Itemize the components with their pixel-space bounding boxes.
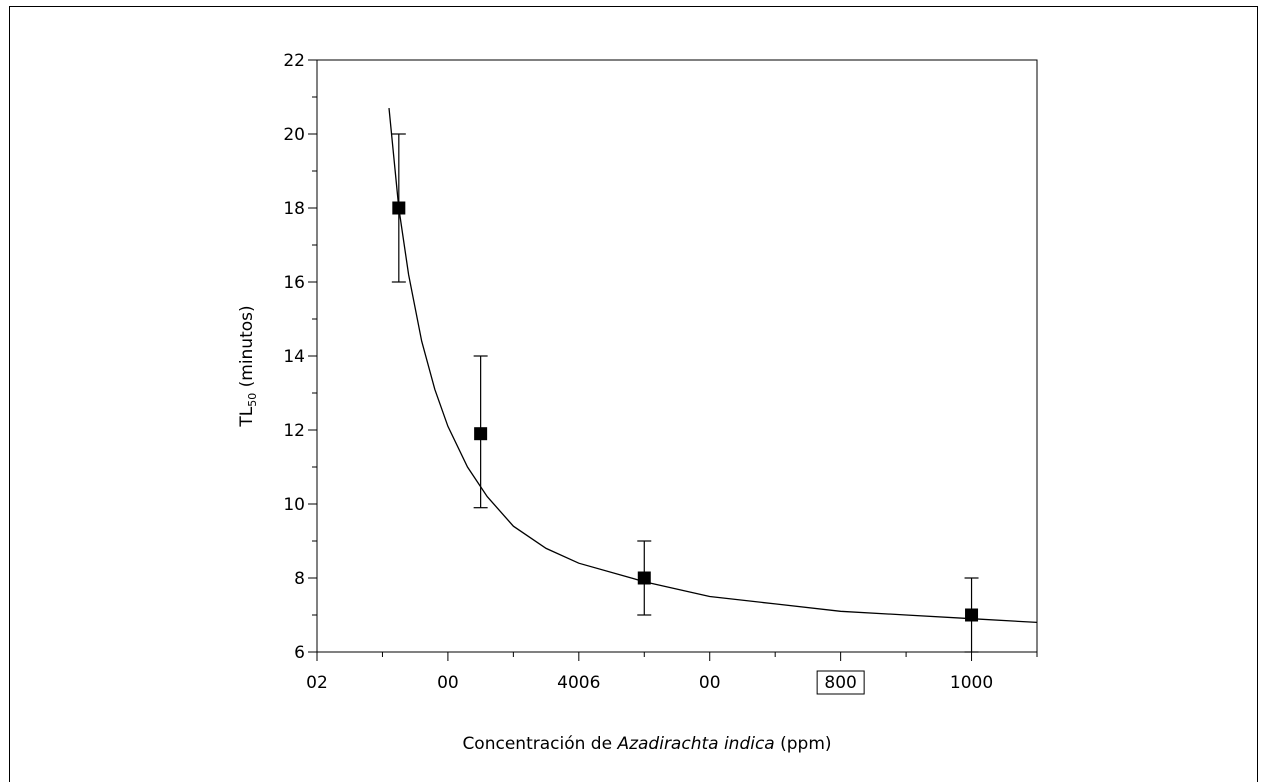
x-tick-label: 00 [437, 673, 459, 693]
fit-curve [388, 108, 1038, 624]
plot-frame [316, 59, 1038, 653]
x-tick-label-box [816, 670, 865, 695]
data-point [965, 608, 979, 622]
x-axis-title-units: (ppm) [775, 734, 832, 754]
x-axis-title-prefix: Concentración de [462, 734, 617, 754]
y-axis-title-main: TL [237, 406, 257, 427]
y-tick-label: 12 [283, 421, 305, 441]
x-tick-label: 800 [824, 673, 856, 693]
x-tick-label: 1000 [950, 673, 993, 693]
y-tick-label: 20 [283, 125, 305, 145]
y-tick-label: 6 [294, 643, 305, 663]
y-tick-label: 14 [283, 347, 305, 367]
y-tick-label: 10 [283, 495, 305, 515]
figure-frame [9, 6, 1258, 782]
data-point [474, 427, 488, 441]
x-tick-label: 4006 [557, 673, 600, 693]
x-axis-title-species: Azadirachta indica [616, 734, 774, 754]
x-axis-title: Concentración de Azadirachta indica (ppm… [462, 734, 831, 754]
y-axis-title-subscript: 50 [246, 393, 259, 407]
data-point [392, 201, 406, 215]
plot-area: 6 8 10 12 14 16 18 20 22 02 00 4006 00 800 1000 TL50 (m… [237, 51, 1038, 754]
x-tick-label: 02 [306, 673, 328, 693]
y-tick-label: 22 [283, 51, 305, 71]
y-tick-label: 18 [283, 199, 305, 219]
data-point [637, 571, 651, 585]
x-tick-label: 00 [699, 673, 721, 693]
y-axis-title: TL50 (minutos) [237, 305, 259, 427]
y-tick-label: 16 [283, 273, 305, 293]
y-axis-title-units: (minutos) [237, 305, 257, 392]
y-tick-label: 8 [294, 569, 305, 589]
